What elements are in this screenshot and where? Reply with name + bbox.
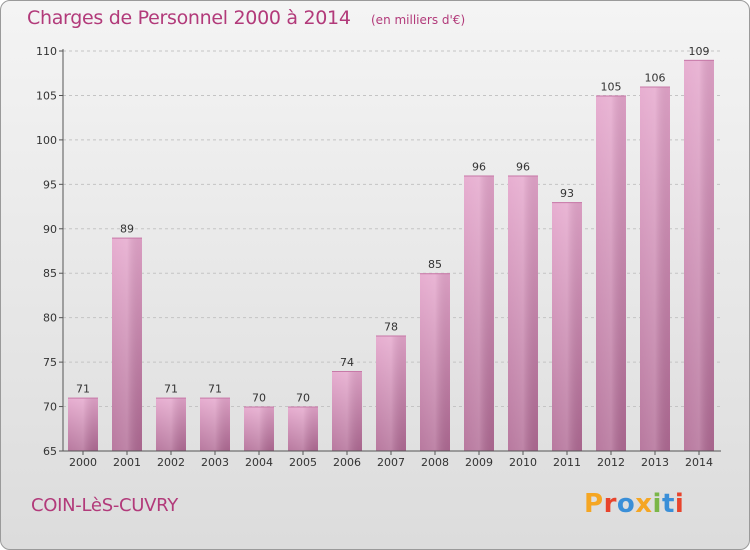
- bar-shine: [508, 175, 538, 451]
- data-label: 71: [208, 383, 222, 396]
- proxiti-logo: Proxiti: [584, 489, 684, 519]
- data-label: 89: [120, 223, 134, 236]
- bar-shine: [112, 237, 142, 451]
- logo-letter: P: [584, 489, 604, 519]
- data-label: 96: [516, 160, 530, 173]
- data-label: 71: [164, 383, 178, 396]
- x-tick-label: 2014: [685, 456, 713, 469]
- data-label: 71: [76, 383, 90, 396]
- y-tick-label: 75: [43, 356, 57, 369]
- bar-shine: [552, 202, 582, 451]
- x-tick-label: 2000: [69, 456, 97, 469]
- chart-title: Charges de Personnel 2000 à 2014: [27, 7, 351, 29]
- logo-letter: i: [652, 489, 662, 519]
- y-tick-label: 70: [43, 401, 57, 414]
- bar-shine: [596, 95, 626, 451]
- bar-shine: [200, 397, 230, 451]
- y-tick-label: 105: [36, 89, 57, 102]
- x-tick-label: 2005: [289, 456, 317, 469]
- y-tick-label: 100: [36, 134, 57, 147]
- y-tick-label: 85: [43, 267, 57, 280]
- data-label: 74: [340, 356, 354, 369]
- bar-shine: [244, 406, 274, 451]
- data-label: 106: [645, 72, 666, 85]
- bar-shine: [464, 175, 494, 451]
- y-tick-label: 95: [43, 178, 57, 191]
- x-tick-label: 2009: [465, 456, 493, 469]
- bar-shine: [68, 397, 98, 451]
- x-tick-label: 2013: [641, 456, 669, 469]
- bar-shine: [684, 59, 714, 452]
- logo-letter: i: [674, 489, 685, 519]
- x-tick-label: 2007: [377, 456, 405, 469]
- data-label: 96: [472, 160, 486, 173]
- bar-shine: [156, 397, 186, 451]
- y-tick-label: 90: [43, 223, 57, 236]
- x-tick-label: 2004: [245, 456, 273, 469]
- data-label: 70: [252, 392, 266, 405]
- x-tick-label: 2010: [509, 456, 537, 469]
- commune-name: COIN-LèS-CUVRY: [31, 495, 178, 516]
- bar-shine: [332, 371, 362, 451]
- x-tick-label: 2012: [597, 456, 625, 469]
- y-tick-label: 110: [36, 45, 57, 58]
- bar-shine: [640, 86, 670, 452]
- data-label: 85: [428, 258, 442, 271]
- bar-shine: [376, 335, 406, 451]
- x-tick-label: 2011: [553, 456, 581, 469]
- data-label: 109: [689, 45, 710, 58]
- x-tick-label: 2008: [421, 456, 449, 469]
- data-label: 105: [601, 80, 622, 93]
- logo-letter: x: [635, 489, 653, 519]
- data-label: 70: [296, 392, 310, 405]
- bar-shine: [288, 406, 318, 451]
- x-tick-label: 2002: [157, 456, 185, 469]
- data-label: 78: [384, 320, 398, 333]
- bar-shine: [420, 273, 450, 451]
- logo-letter: r: [603, 489, 617, 519]
- logo-letter: t: [661, 489, 675, 519]
- x-tick-label: 2001: [113, 456, 141, 469]
- data-label: 93: [560, 187, 574, 200]
- y-tick-label: 65: [43, 445, 57, 458]
- x-tick-label: 2006: [333, 456, 361, 469]
- chart-subtitle: (en milliers d'€): [371, 13, 466, 27]
- x-tick-label: 2003: [201, 456, 229, 469]
- logo-letter: o: [616, 489, 636, 519]
- y-tick-label: 80: [43, 312, 57, 325]
